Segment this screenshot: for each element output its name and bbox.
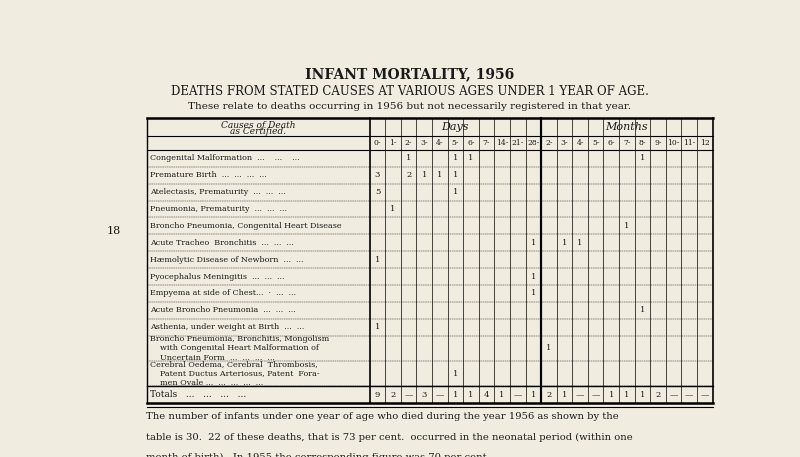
Text: 1: 1 bbox=[453, 171, 458, 179]
Text: —: — bbox=[685, 391, 694, 399]
Text: 4: 4 bbox=[484, 391, 490, 399]
Text: 1: 1 bbox=[562, 391, 567, 399]
Text: 28-: 28- bbox=[527, 139, 539, 147]
Text: 1: 1 bbox=[453, 188, 458, 196]
Text: 3: 3 bbox=[375, 171, 380, 179]
Text: 1: 1 bbox=[499, 391, 505, 399]
Text: 9: 9 bbox=[375, 391, 380, 399]
Text: 2: 2 bbox=[546, 391, 551, 399]
Text: Totals   ...   ...   ...   ...: Totals ... ... ... ... bbox=[150, 390, 246, 399]
Text: 3-: 3- bbox=[561, 139, 568, 147]
Text: 1: 1 bbox=[390, 205, 396, 213]
Text: 21-: 21- bbox=[511, 139, 524, 147]
Text: 1: 1 bbox=[468, 391, 474, 399]
Text: Pyocephalus Meningitis  ...  ...  ...: Pyocephalus Meningitis ... ... ... bbox=[150, 272, 284, 281]
Text: Acute Broncho Pneumonia  ...  ...  ...: Acute Broncho Pneumonia ... ... ... bbox=[150, 306, 295, 314]
Text: 10-: 10- bbox=[667, 139, 680, 147]
Text: The number of infants under one year of age who died during the year 1956 as sho: The number of infants under one year of … bbox=[146, 412, 619, 421]
Text: Congenital Malformation  ...    ...    ...: Congenital Malformation ... ... ... bbox=[150, 154, 299, 162]
Text: 5-: 5- bbox=[452, 139, 459, 147]
Text: 12: 12 bbox=[700, 139, 710, 147]
Text: as Certified.: as Certified. bbox=[230, 128, 286, 136]
Text: 1: 1 bbox=[375, 255, 380, 264]
Text: Hæmolytic Disease of Newborn  ...  ...: Hæmolytic Disease of Newborn ... ... bbox=[150, 255, 303, 264]
Text: 1: 1 bbox=[422, 171, 427, 179]
Text: 1: 1 bbox=[530, 289, 536, 298]
Text: Causes of Death: Causes of Death bbox=[221, 121, 295, 130]
Text: 1: 1 bbox=[453, 154, 458, 162]
Text: —: — bbox=[591, 391, 600, 399]
Text: 1: 1 bbox=[640, 306, 645, 314]
Text: 1: 1 bbox=[562, 239, 567, 247]
Text: table is 30.  22 of these deaths, that is 73 per cent.  occurred in the neonatal: table is 30. 22 of these deaths, that is… bbox=[146, 432, 634, 441]
Text: Broncho Pneumonia, Congenital Heart Disease: Broncho Pneumonia, Congenital Heart Dise… bbox=[150, 222, 342, 230]
Text: Days: Days bbox=[442, 122, 469, 133]
Text: 1: 1 bbox=[640, 391, 645, 399]
Text: 1: 1 bbox=[375, 323, 380, 331]
Text: 1: 1 bbox=[624, 391, 630, 399]
Text: INFANT MORTALITY, 1956: INFANT MORTALITY, 1956 bbox=[306, 67, 514, 81]
Text: 7-: 7- bbox=[483, 139, 490, 147]
Text: Atelectasis, Prematurity  ...  ...  ...: Atelectasis, Prematurity ... ... ... bbox=[150, 188, 286, 196]
Text: 3-: 3- bbox=[421, 139, 428, 147]
Text: —: — bbox=[576, 391, 584, 399]
Text: 3: 3 bbox=[422, 391, 427, 399]
Text: 2-: 2- bbox=[545, 139, 553, 147]
Text: 4-: 4- bbox=[436, 139, 443, 147]
Text: 1-: 1- bbox=[390, 139, 397, 147]
Text: —: — bbox=[670, 391, 678, 399]
Text: 1: 1 bbox=[546, 344, 552, 352]
Text: Broncho Pneumonia, Bronchitis, Mongolism
    with Congenital Heart Malformation : Broncho Pneumonia, Bronchitis, Mongolism… bbox=[150, 335, 329, 361]
Text: 4-: 4- bbox=[576, 139, 584, 147]
Text: 6-: 6- bbox=[467, 139, 474, 147]
Text: 1: 1 bbox=[468, 154, 474, 162]
Text: 9-: 9- bbox=[654, 139, 662, 147]
Text: 1: 1 bbox=[609, 391, 614, 399]
Text: Premature Birth  ...  ...  ...  ...: Premature Birth ... ... ... ... bbox=[150, 171, 266, 179]
Text: —: — bbox=[405, 391, 413, 399]
Text: Pneumonia, Prematurity  ...  ...  ...: Pneumonia, Prematurity ... ... ... bbox=[150, 205, 286, 213]
Text: 14-: 14- bbox=[496, 139, 508, 147]
Text: 5-: 5- bbox=[592, 139, 599, 147]
Text: 8-: 8- bbox=[638, 139, 646, 147]
Text: 1: 1 bbox=[453, 370, 458, 377]
Text: 2: 2 bbox=[390, 391, 396, 399]
Text: 7-: 7- bbox=[623, 139, 630, 147]
Text: 2: 2 bbox=[655, 391, 661, 399]
Text: 18: 18 bbox=[106, 226, 121, 236]
Text: 5: 5 bbox=[375, 188, 380, 196]
Text: 1: 1 bbox=[640, 154, 645, 162]
Text: —: — bbox=[514, 391, 522, 399]
Text: 1: 1 bbox=[530, 272, 536, 281]
Text: —: — bbox=[436, 391, 444, 399]
Text: 1: 1 bbox=[453, 391, 458, 399]
Text: Acute Tracheo  Bronchitis  ...  ...  ...: Acute Tracheo Bronchitis ... ... ... bbox=[150, 239, 294, 247]
Text: 1: 1 bbox=[530, 239, 536, 247]
Text: —: — bbox=[701, 391, 709, 399]
Text: 6-: 6- bbox=[607, 139, 615, 147]
Text: DEATHS FROM STATED CAUSES AT VARIOUS AGES UNDER 1 YEAR OF AGE.: DEATHS FROM STATED CAUSES AT VARIOUS AGE… bbox=[171, 85, 649, 98]
Text: 1: 1 bbox=[530, 391, 536, 399]
Text: Asthenia, under weight at Birth  ...  ...: Asthenia, under weight at Birth ... ... bbox=[150, 323, 304, 331]
Text: Months: Months bbox=[606, 122, 648, 133]
Text: Cerebral Oedema, Cerebral  Thrombosis,
    Patent Ductus Arteriosus, Patent  For: Cerebral Oedema, Cerebral Thrombosis, Pa… bbox=[150, 361, 319, 387]
Text: 0-: 0- bbox=[374, 139, 382, 147]
Text: Empyema at side of Chest...  ·  ...  ...: Empyema at side of Chest... · ... ... bbox=[150, 289, 296, 298]
Text: 1: 1 bbox=[578, 239, 582, 247]
Text: 1: 1 bbox=[624, 222, 630, 230]
Text: These relate to deaths occurring in 1956 but not necessarily registered in that : These relate to deaths occurring in 1956… bbox=[189, 101, 631, 111]
Text: 2: 2 bbox=[406, 171, 411, 179]
Text: 1: 1 bbox=[437, 171, 442, 179]
Text: 11-: 11- bbox=[683, 139, 695, 147]
Text: month of birth).  In 1955 the corresponding figure was 70 per cent.: month of birth). In 1955 the correspondi… bbox=[146, 453, 490, 457]
Text: 2-: 2- bbox=[405, 139, 413, 147]
Text: 1: 1 bbox=[406, 154, 411, 162]
